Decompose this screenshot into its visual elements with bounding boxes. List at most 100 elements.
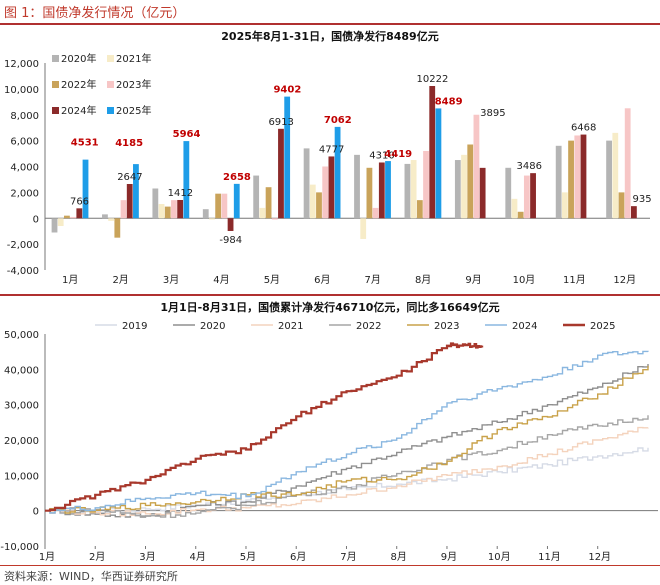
bar-2022年-5月 [265, 187, 272, 219]
bar-label-2025: 8489 [435, 96, 463, 107]
bar-legend-swatch [52, 55, 59, 62]
bar-2025年-7月 [385, 161, 391, 219]
bar-y-tick-label: -2,000 [7, 240, 39, 251]
bar-2023年-5月 [271, 218, 278, 220]
line-chart-title: 1月1日-8月31日，国债累计净发行46710亿元，同比多16649亿元 [160, 300, 499, 314]
bar-2022年-12月 [618, 192, 625, 219]
bar-2023年-8月 [423, 150, 429, 219]
bar-2024年-11月 [580, 134, 587, 219]
bar-2020年-11月 [555, 145, 562, 219]
bar-2022年-2月 [114, 218, 121, 238]
bar-label-2024: 6913 [268, 117, 293, 128]
bar-x-tick-label: 9月 [465, 274, 481, 286]
top-divider [0, 23, 660, 25]
bar-legend-label: 2025年 [116, 104, 151, 117]
bar-y-tick-label: 8,000 [10, 111, 39, 122]
line-legend-label: 2024 [512, 321, 537, 332]
bar-2023年-9月 [473, 114, 480, 219]
bar-2025年-8月 [435, 108, 442, 219]
bar-2024年-4月 [227, 218, 234, 231]
bar-2021年-11月 [561, 192, 568, 219]
line-series-2025 [45, 342, 484, 512]
bar-label-2025: 2658 [223, 172, 251, 183]
line-y-tick-label: -10,000 [0, 542, 39, 553]
line-x-tick-label: 4月 [190, 551, 206, 563]
line-x-tick-label: 10月 [488, 551, 511, 563]
bar-2024年-9月 [479, 167, 486, 219]
bar-legend-swatch [107, 81, 114, 88]
bar-2024年-8月 [429, 86, 436, 219]
middle-divider [0, 294, 660, 296]
bar-2023年-1月 [70, 216, 77, 219]
bar-x-tick-label: 1月 [62, 274, 78, 286]
bar-y-tick-label: 0 [33, 214, 39, 225]
bar-x-tick-label: 11月 [563, 274, 586, 286]
bar-chart: 2025年8月1-31日，国债净发行8489亿元 -4,000 -2,000 0 2,0… [4, 29, 652, 286]
bar-label-2024: 2647 [117, 172, 142, 183]
bar-2023年-7月 [372, 207, 379, 219]
bar-2024年-2月 [126, 184, 133, 219]
bar-2022年-3月 [164, 206, 171, 219]
bar-2024年-12月 [630, 206, 637, 219]
line-x-tick-label: 1月 [39, 551, 55, 563]
bar-legend-label: 2022年 [61, 78, 96, 91]
line-series-2021 [45, 426, 649, 517]
bar-label-2024: 6468 [571, 123, 596, 134]
bar-legend-label: 2021年 [116, 52, 151, 65]
bar-2025年-6月 [334, 126, 341, 219]
line-y-tick-label: 20,000 [4, 436, 39, 447]
bar-2024年-1月 [76, 208, 83, 219]
line-chart: 1月1日-8月31日，国债累计净发行46710亿元，同比多16649亿元 -10,… [0, 300, 658, 563]
bar-2025年-5月 [284, 96, 291, 219]
bar-label-2025: 4419 [384, 149, 412, 160]
bar-2025年-4月 [233, 183, 240, 219]
line-legend-label: 2023 [434, 321, 459, 332]
bar-2022年-4月 [215, 193, 222, 219]
line-y-tick-label: 40,000 [4, 365, 39, 376]
bar-label-2025: 4531 [71, 138, 99, 149]
bar-y-tick-label: 12,000 [4, 59, 39, 70]
bar-x-tick-label: 2月 [112, 274, 128, 286]
bar-label-2025: 4185 [115, 138, 143, 149]
bar-chart-title: 2025年8月1-31日，国债净发行8489亿元 [221, 29, 438, 43]
bar-2020年-2月 [102, 214, 108, 219]
bar-y-tick-label: -4,000 [7, 266, 39, 277]
bar-2022年-6月 [316, 192, 322, 219]
bar-2024年-10月 [530, 173, 536, 219]
bar-label-2024: 10222 [417, 74, 449, 85]
line-legend-label: 2019 [122, 321, 147, 332]
bar-legend-swatch [52, 107, 59, 114]
line-x-tick-label: 9月 [441, 551, 457, 563]
line-legend-label: 2020 [200, 321, 225, 332]
bar-2024年-7月 [378, 162, 385, 219]
bar-x-tick-label: 8月 [415, 274, 431, 286]
bar-2025年-1月 [82, 159, 89, 219]
bar-2020年-12月 [606, 140, 612, 219]
bar-2024年-3月 [177, 199, 184, 219]
bar-2023年-11月 [574, 135, 581, 219]
bar-label-2024: 4777 [319, 144, 344, 155]
bar-2021年-2月 [108, 218, 115, 221]
bar-legend-swatch [107, 55, 114, 62]
bar-2021年-12月 [612, 132, 619, 219]
bar-x-tick-label: 12月 [613, 274, 636, 286]
bar-y-tick-label: 10,000 [4, 85, 39, 96]
bar-2020年-10月 [505, 167, 512, 219]
bar-2020年-3月 [152, 188, 159, 219]
bar-2021年-8月 [410, 160, 417, 219]
bar-label-2024: 935 [633, 194, 652, 205]
bar-legend-label: 2020年 [61, 52, 96, 65]
bar-label-2025: 5964 [173, 129, 201, 140]
line-x-tick-label: 6月 [290, 551, 306, 563]
bar-x-tick-label: 5月 [264, 274, 280, 286]
bar-2021年-4月 [209, 218, 215, 220]
line-legend-label: 2021 [278, 321, 303, 332]
line-series-2022 [45, 415, 649, 518]
bar-2020年-8月 [404, 163, 411, 219]
bar-label-2024: 3486 [517, 161, 542, 172]
line-series-2024 [45, 350, 649, 514]
line-x-tick-label: 5月 [240, 551, 256, 563]
bar-2021年-1月 [57, 218, 64, 227]
bar-2021年-5月 [259, 207, 266, 219]
line-x-tick-label: 11月 [538, 551, 561, 563]
